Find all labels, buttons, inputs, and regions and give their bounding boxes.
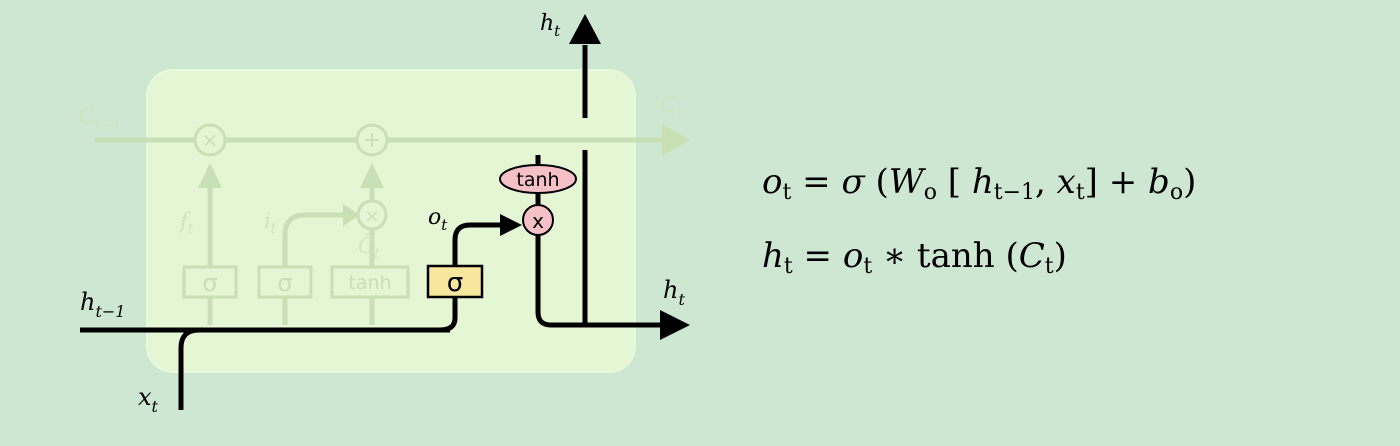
- h-out-sub: t: [678, 290, 685, 309]
- svg-text:C̃t: C̃t: [358, 234, 380, 262]
- equation-output-gate: ot = σ (Wo [ ht−1, xt] + bo): [762, 162, 1196, 205]
- output-gate: σ: [426, 264, 484, 299]
- eq1-x: x: [1056, 162, 1076, 202]
- lstm-cell-diagram: × + × σ σ tanh Ct−1 Ct ft it C̃t: [78, 11, 690, 416]
- c-prev-sub: t−1: [95, 118, 121, 134]
- h-out-label: h: [663, 276, 678, 304]
- eq1-rparen: ): [1183, 162, 1197, 202]
- i-sub: t: [271, 221, 277, 237]
- input-multiply-symbol: ×: [364, 206, 379, 227]
- eq1-h-sub: t−1: [993, 180, 1036, 205]
- o-to-multiply-arrowhead: [500, 214, 522, 236]
- eq2-C: C: [1018, 236, 1045, 276]
- c-next-sub: t: [677, 106, 683, 122]
- eq2-C-sub: t: [1044, 254, 1054, 279]
- h-out-arrowhead: [660, 310, 690, 340]
- tanh-op: tanh: [499, 164, 577, 194]
- tanh-op-label: tanh: [516, 169, 559, 191]
- eq2-rparen: ): [1053, 236, 1067, 276]
- add-symbol: +: [363, 128, 381, 153]
- svg-text:ht: ht: [540, 11, 561, 40]
- candidate-gate: tanh: [330, 265, 410, 299]
- eq2-h: h: [762, 236, 784, 276]
- eq1-rbrack-plus: ] +: [1084, 162, 1149, 202]
- eq2-lparen: (: [994, 236, 1019, 276]
- c-prev-label: C: [78, 105, 95, 130]
- c-next-label: C: [660, 93, 677, 118]
- active-arrowheads: [500, 14, 690, 340]
- equation-hidden-state: ht = ot ∗ tanh (Ct): [762, 236, 1067, 279]
- svg-text:Ct−1: Ct−1: [78, 105, 121, 134]
- f-label: f: [178, 209, 191, 233]
- eq1-sigma: σ: [841, 162, 865, 202]
- add-op: +: [355, 123, 389, 157]
- o-label: o: [428, 205, 441, 230]
- eq1-o-sub: t: [782, 180, 792, 205]
- eq2-o-sub: t: [863, 254, 873, 279]
- input-gate-label: σ: [277, 269, 292, 297]
- f-sub: t: [188, 221, 194, 237]
- forget-multiply-op: ×: [193, 123, 227, 157]
- h-prev-label: h: [80, 288, 95, 316]
- forget-gate: σ: [182, 265, 238, 299]
- eq1-W-sub: o: [923, 180, 937, 205]
- eq1-x-sub: t: [1075, 180, 1085, 205]
- eq1-lbrack: [: [936, 162, 972, 202]
- faded-arrowheads: [198, 163, 384, 226]
- eq1-lparen: (: [864, 162, 889, 202]
- eq1-W: W: [888, 162, 924, 202]
- input-gate: σ: [257, 265, 313, 299]
- eq2-tanh: tanh: [916, 236, 995, 276]
- svg-text:ot: ot: [428, 205, 448, 234]
- candidate-gate-label: tanh: [348, 272, 391, 294]
- output-multiply-symbol: x: [532, 209, 544, 233]
- active-paths: [80, 45, 662, 410]
- c-tilde-sub: t: [374, 246, 380, 262]
- h-prev-sub: t−1: [95, 302, 125, 321]
- x-label: x: [138, 383, 152, 411]
- h-top-sub: t: [554, 22, 561, 40]
- svg-text:Ct: Ct: [660, 93, 683, 122]
- svg-text:ht: ht: [663, 276, 685, 309]
- eq2-star: ∗: [872, 236, 917, 276]
- forget-multiply-symbol: ×: [202, 128, 219, 152]
- eq1-equals: =: [791, 162, 842, 202]
- o-sub: t: [441, 216, 448, 234]
- svg-text:ft: ft: [178, 209, 194, 237]
- eq2-equals: =: [792, 236, 843, 276]
- cell-state-arrowhead: [662, 124, 690, 156]
- forget-gate-label: σ: [202, 269, 217, 297]
- eq1-h: h: [971, 162, 994, 202]
- eq1-b-sub: o: [1169, 180, 1184, 205]
- svg-text:ht−1: ht−1: [80, 288, 125, 321]
- input-multiply-op: ×: [356, 199, 388, 231]
- x-sub: t: [152, 397, 159, 416]
- h-top-label: h: [540, 11, 554, 36]
- eq1-comma: ,: [1035, 162, 1057, 202]
- c-tilde-label: C̃: [358, 234, 374, 258]
- h-top-arrowhead: [569, 14, 601, 44]
- svg-text:xt: xt: [138, 383, 159, 416]
- eq2-o: o: [842, 236, 864, 276]
- eq1-o: o: [762, 162, 783, 202]
- i-label: i: [264, 209, 271, 233]
- output-multiply-op: x: [522, 204, 554, 236]
- eq2-h-sub: t: [783, 254, 793, 279]
- svg-text:it: it: [264, 209, 277, 237]
- output-gate-label: σ: [447, 268, 463, 298]
- eq1-b: b: [1148, 162, 1170, 202]
